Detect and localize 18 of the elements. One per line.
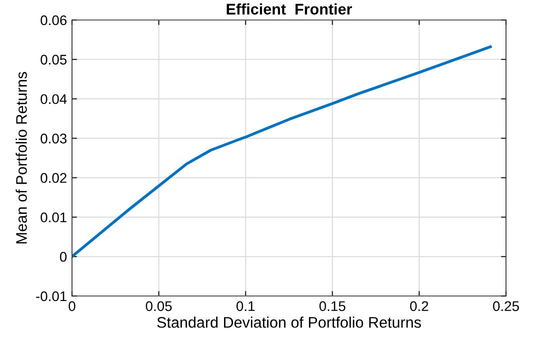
y-tick-label: 0: [60, 252, 67, 262]
x-tick-label: 0.05: [146, 301, 172, 312]
line-series: [72, 45, 492, 258]
y-tick-label: 0.06: [40, 15, 67, 26]
chart-title: Efficient Frontier: [226, 3, 352, 15]
y-tick-label: 0.05: [40, 54, 67, 65]
y-tick-label: 0.02: [40, 173, 66, 183]
y-tick-label: 0.01: [40, 212, 66, 222]
x-tick-label: 0.25: [493, 301, 519, 312]
y-tick-label: 0.04: [40, 94, 67, 104]
y-tick-label: -0.01: [36, 291, 66, 302]
x-tick-label: 0.1: [236, 301, 255, 312]
y-axis-title: Mean of Portfolio Returns: [16, 72, 27, 244]
x-tick-label: 0: [68, 301, 76, 312]
y-tick-label: 0.03: [40, 134, 67, 144]
x-tick-label: 0.2: [410, 301, 428, 312]
x-axis-title: Standard Deviation of Portfolio Returns: [157, 316, 421, 328]
x-tick-label: 0.15: [319, 301, 346, 312]
